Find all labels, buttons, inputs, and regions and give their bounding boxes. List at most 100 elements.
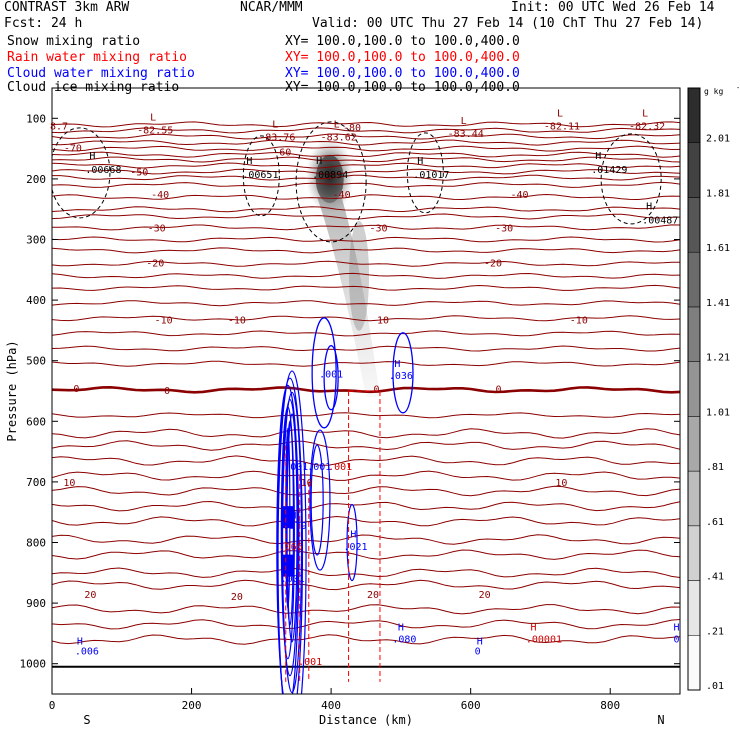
cloud-water-label: H — [477, 636, 483, 647]
isotherm-label: -30 — [370, 223, 388, 234]
isotherm-contour — [52, 604, 680, 615]
rain-water-label: H — [530, 622, 536, 633]
cloud-water-label: .001 — [284, 462, 308, 473]
isotherm-contour — [52, 634, 680, 645]
cloud-water-label: .001 — [307, 462, 331, 473]
colorbar-label: .81 — [706, 462, 724, 473]
rain-water-label: .066 — [279, 542, 303, 553]
isotherm-label: -10 — [228, 315, 246, 326]
snow-max-value: .00487 — [642, 215, 678, 226]
colorbar-label: .41 — [706, 572, 724, 583]
y-tick-label: 1000 — [20, 658, 47, 671]
isotherm-label: 10 — [301, 478, 313, 489]
cloud-water-label: H — [673, 622, 679, 633]
valid-time: Valid: 00 UTC Thu 27 Feb 14 (10 ChT Thu … — [312, 16, 704, 31]
isotherm-contour — [52, 145, 680, 152]
isotherm-label: -20 — [484, 259, 502, 270]
isotherm-label: 20 — [479, 590, 491, 601]
isotherm-contour — [52, 428, 680, 439]
cloud-water-label: .006 — [75, 647, 99, 658]
isotherm-label: -20 — [146, 259, 164, 270]
temperature-low-marker: L — [642, 109, 648, 120]
temperature-low-marker: L — [150, 112, 156, 123]
isotherm-contour — [52, 151, 680, 158]
plot-frame — [51, 87, 681, 695]
y-tick-label: 900 — [26, 597, 46, 610]
temperature-low-value: -83.62 — [321, 133, 357, 144]
end-label-north: N — [657, 713, 664, 727]
snow-max-marker: H — [417, 156, 423, 167]
colorbar-bin — [687, 580, 701, 636]
isotherm-label: 0 — [496, 385, 502, 396]
colorbar-bin — [687, 306, 701, 362]
isotherm-label: -10 — [570, 315, 588, 326]
colorbar-bin — [687, 470, 701, 527]
snow-max-value: .01017 — [413, 170, 449, 181]
isotherm-contour — [52, 121, 680, 128]
colorbar-bin — [687, 197, 701, 253]
snow-max-value: .00894 — [312, 170, 348, 181]
temperature-low-value: -82.11 — [544, 122, 580, 133]
isotherm-contour — [52, 345, 680, 352]
organization: NCAR/MMM — [240, 0, 303, 15]
temperature-low-value: -82.55 — [137, 125, 173, 136]
isotherm-contour — [52, 133, 680, 140]
cloud-ice-contour — [600, 133, 662, 225]
isotherm-contour — [52, 193, 680, 201]
cloud-water-contour — [311, 317, 337, 429]
isotherm-contour — [52, 619, 680, 630]
init-time: Init: 00 UTC Wed 26 Feb 14 — [511, 0, 715, 15]
isotherm-label: -40 — [333, 190, 351, 201]
cloud-water-contour — [310, 444, 324, 556]
isotherm-contour — [52, 300, 680, 307]
cloud-water-label: 0 — [475, 647, 481, 658]
isotherm-contour — [52, 272, 680, 279]
isotherm-label: -80 — [343, 123, 361, 134]
cloud-water-label: H — [290, 510, 296, 521]
snow-max-marker: H — [246, 156, 252, 167]
colorbar-label: .21 — [706, 626, 724, 637]
snow-max-value: .00651 — [242, 170, 278, 181]
colorbar-frame — [687, 87, 701, 691]
isotherm-contour — [52, 470, 680, 481]
cloud-water-contour — [277, 370, 307, 694]
x-axis-label: Distance (km) — [319, 713, 413, 727]
temperature-low-value: -83.44 — [448, 129, 484, 140]
colorbar-bin — [687, 361, 701, 417]
x-tick-label: 0 — [49, 699, 56, 712]
colorbar-label: 1.41 — [706, 298, 730, 309]
isotherm-label: -40 — [151, 190, 169, 201]
isotherm-label: -40 — [510, 190, 528, 201]
y-tick-label: 400 — [26, 294, 46, 307]
cloud-water-label: 0 — [673, 634, 679, 645]
isotherm-contour — [52, 515, 680, 527]
rain-water-label: .00001 — [526, 634, 562, 645]
isotherm-label: -30 — [148, 223, 166, 234]
temperature-low-value: -83.76 — [259, 133, 295, 144]
isotherm-label: -70 — [64, 143, 82, 154]
isotherm-contour — [52, 440, 680, 451]
y-tick-label: 200 — [26, 173, 46, 186]
model-title: CONTRAST 3km ARW — [4, 0, 130, 15]
isotherm-contour — [52, 330, 680, 337]
isotherm-contour — [52, 213, 680, 220]
colorbar-bin — [687, 142, 701, 198]
cloud-water-label: .079 — [283, 521, 307, 532]
snow-max-marker: H — [316, 156, 322, 167]
isotherm-zero — [52, 385, 680, 394]
isotherm-contour — [52, 260, 680, 267]
colorbar-unit-exponent: -1 — [736, 84, 740, 92]
cloud-water-contour — [346, 503, 358, 582]
isotherm-contour — [52, 549, 680, 560]
y-tick-label: 800 — [26, 537, 46, 550]
forecast-hour: Fcst: 24 h — [4, 16, 83, 31]
cloud-water-contour — [392, 332, 414, 414]
isotherm-contour — [52, 224, 680, 231]
cloud-water-label: .036 — [389, 371, 413, 382]
snow-max-marker: H — [646, 201, 652, 212]
y-tick-label: 300 — [26, 234, 46, 247]
cloud-water-label: H — [398, 622, 404, 633]
cloud-water-contour — [309, 429, 331, 571]
isotherm-contour — [52, 206, 680, 213]
